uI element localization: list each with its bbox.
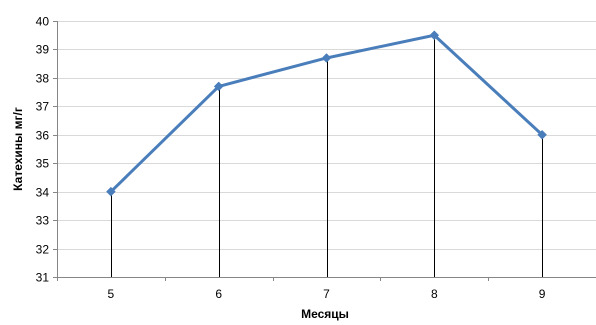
y-tick-label: 31 [36, 271, 50, 285]
y-tick-label: 35 [36, 157, 50, 171]
data-point-marker [106, 186, 116, 197]
series [106, 30, 547, 197]
y-tick-label: 39 [36, 43, 50, 57]
data-point-marker [537, 129, 547, 140]
y-tick-label: 38 [36, 72, 50, 86]
y-tick-labels: 31 32 33 34 35 36 37 38 39 40 [36, 15, 50, 285]
y-tick-label: 33 [36, 214, 50, 228]
axes [53, 21, 596, 281]
y-axis-title: Катехины мг/г [11, 107, 25, 191]
x-axis-title: Месяцы [301, 307, 349, 321]
data-point-marker [429, 30, 440, 41]
y-tick-label: 34 [36, 186, 50, 200]
x-tick-label: 6 [215, 287, 222, 301]
y-tick-label: 37 [36, 100, 50, 114]
x-tick-labels: 5 6 7 8 9 [108, 287, 546, 301]
data-point-marker [213, 81, 224, 92]
drop-lines [111, 35, 543, 277]
y-tick-label: 40 [36, 15, 50, 29]
x-tick-label: 5 [108, 287, 115, 301]
data-point-marker [321, 53, 332, 63]
x-tick-label: 7 [323, 287, 330, 301]
x-tick-label: 9 [539, 287, 546, 301]
y-tick-label: 32 [36, 243, 50, 257]
y-tick-label: 36 [36, 129, 50, 143]
gridlines [57, 21, 596, 250]
x-tick-label: 8 [431, 287, 438, 301]
